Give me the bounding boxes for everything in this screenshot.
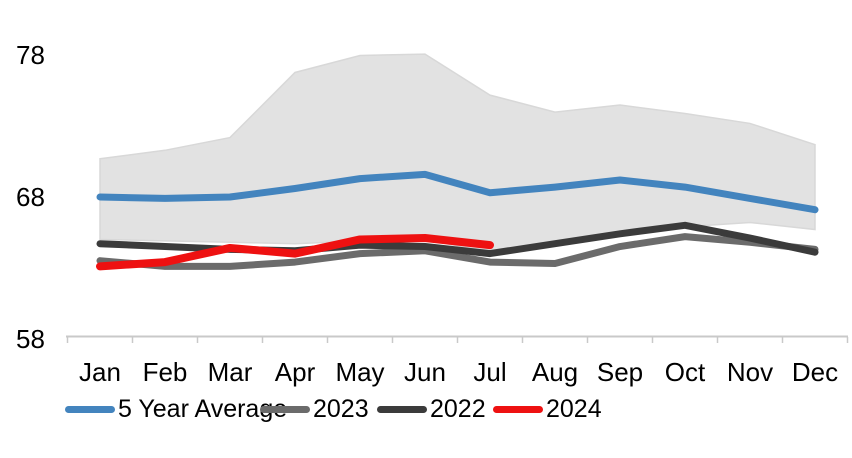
legend-label-2022: 2022 (430, 394, 486, 423)
x-tick-label-sep: Sep (596, 357, 644, 387)
x-tick-label-jun: Jun (404, 357, 446, 387)
legend-label-2023: 2023 (313, 394, 369, 423)
line-5-year-average (96, 170, 819, 214)
band-area-5-year-range (99, 53, 816, 253)
legend-label-2024: 2024 (546, 394, 602, 423)
legend-label-5-year-average: 5 Year Average (118, 394, 288, 423)
legend-item-5-year-average: 5 Year Average (65, 394, 288, 423)
legend-item-2023: 2023 (260, 394, 369, 423)
legend-swatch-2023 (260, 405, 310, 413)
legend-swatch-2024 (493, 405, 543, 413)
x-tick-label-apr: Apr (274, 357, 316, 387)
x-tick-label-mar: Mar (207, 357, 253, 387)
x-tick-label-aug: Aug (531, 357, 579, 387)
x-tick-label-dec: Dec (791, 357, 839, 387)
x-tick-label-oct: Oct (664, 357, 706, 387)
legend-swatch-2022 (377, 405, 427, 413)
x-tick-label-jan: Jan (79, 357, 121, 387)
y-tick-label-78: 78 (16, 40, 45, 70)
x-tick-label-feb: Feb (142, 357, 188, 387)
x-tick-label-jul: Jul (473, 357, 507, 387)
legend-item-2022: 2022 (377, 394, 486, 423)
y-tick-label-58: 58 (16, 324, 45, 354)
legend-item-2024: 2024 (493, 394, 602, 423)
x-tick-label-nov: Nov (726, 357, 774, 387)
legend-swatch-5-year-average (65, 405, 115, 413)
line-2023 (96, 233, 819, 270)
y-tick-label-68: 68 (16, 182, 45, 212)
x-tick-label-may: May (335, 357, 385, 387)
line-2024 (96, 234, 494, 271)
